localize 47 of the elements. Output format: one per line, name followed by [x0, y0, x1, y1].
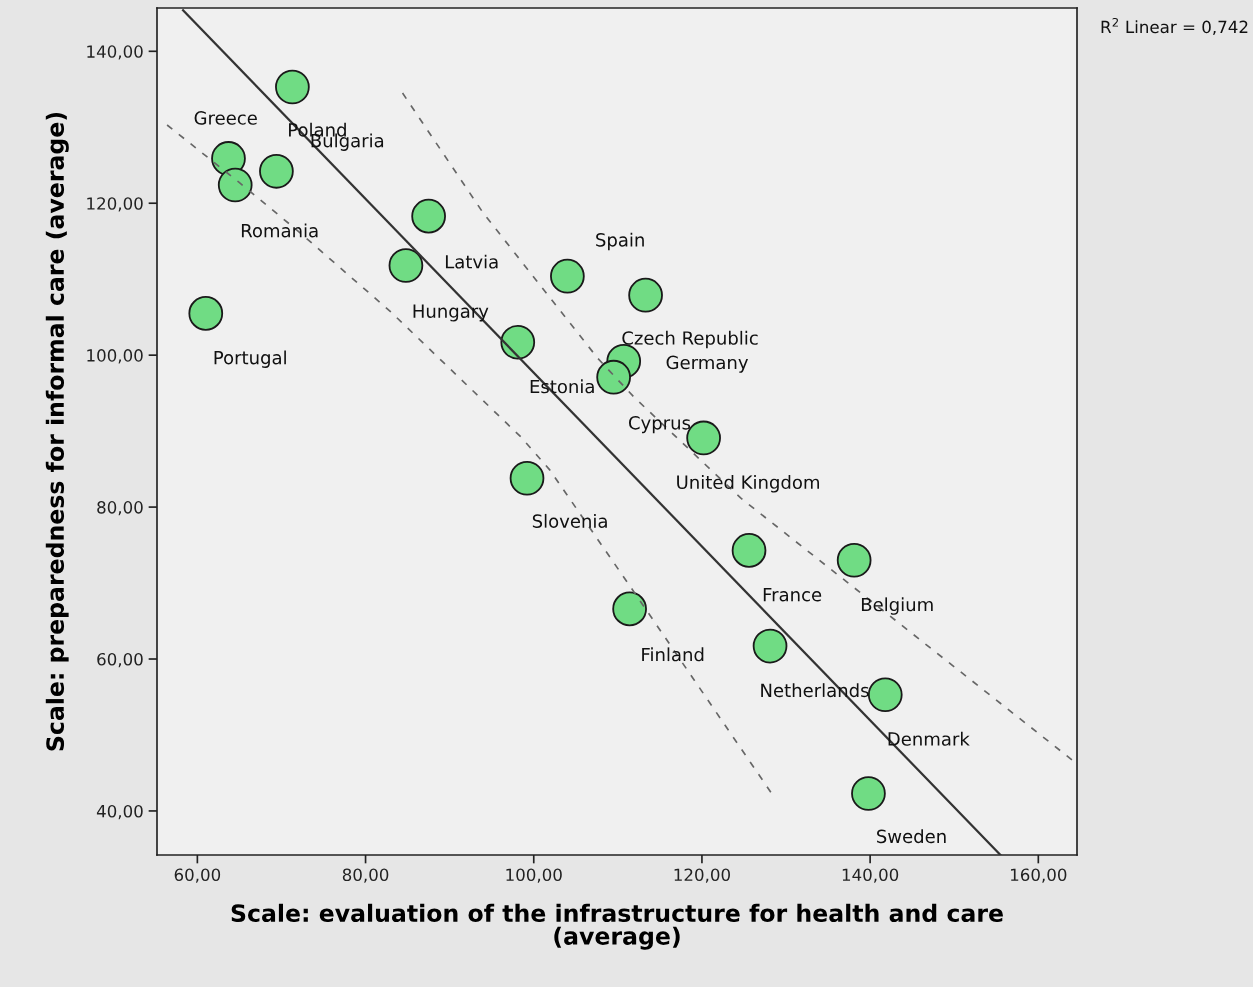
y-tick-label: 40,00 [96, 804, 143, 820]
annotation: Portugal [214, 350, 286, 368]
point [217, 167, 253, 203]
point [509, 460, 545, 496]
y-tick-label: 60,00 [97, 652, 143, 668]
y-tick-label: 80,00 [97, 501, 143, 516]
point [596, 359, 631, 395]
annotation: Finland [642, 647, 704, 662]
annotation: Romania [241, 223, 318, 238]
x-tick-label: 80,00 [342, 868, 389, 883]
annotation: Spain [596, 232, 644, 251]
y-tick-label: 100,00 [87, 349, 143, 364]
point [612, 591, 647, 627]
point [411, 198, 446, 234]
point [275, 69, 310, 105]
point [752, 628, 788, 664]
annotation: France [763, 588, 822, 602]
point [851, 776, 886, 811]
y-axis-title: Scale: preparedness for informal care (average) [45, 112, 69, 751]
x-tick-label: 100,00 [506, 868, 562, 883]
point [188, 296, 224, 331]
annotation: Sweden [877, 829, 946, 844]
x-axis-title: Scale: evaluation of the infrastructure for health and care (average) [231, 903, 1003, 950]
x-tick-label: 160,00 [1010, 868, 1067, 883]
annotation: Cyprus [628, 415, 691, 434]
y-tick-label: 140,00 [87, 45, 143, 60]
point [500, 324, 536, 360]
point [550, 258, 585, 294]
annotation: United Kingdom [677, 475, 819, 493]
annotation: Slovenia [532, 513, 607, 528]
annotation: Denmark [888, 731, 970, 746]
annotation: Belgium [861, 597, 933, 615]
annotation: Greece [194, 111, 257, 125]
x-tick-label: 140,00 [842, 868, 899, 883]
text: R$^{2}$ Linear = 0,742 [1101, 17, 1248, 35]
point [836, 542, 872, 578]
x-tick-label: 120,00 [674, 868, 730, 883]
x-tick-label: 60,00 [174, 868, 221, 883]
annotation: Czech Republic [622, 330, 758, 349]
annotation: Latvia [445, 254, 498, 269]
annotation: Germany [666, 355, 749, 373]
point [259, 153, 294, 189]
point [628, 277, 663, 313]
point [731, 533, 767, 568]
y-tick-label: 120,00 [87, 197, 143, 212]
point [867, 677, 903, 713]
point [388, 248, 424, 283]
